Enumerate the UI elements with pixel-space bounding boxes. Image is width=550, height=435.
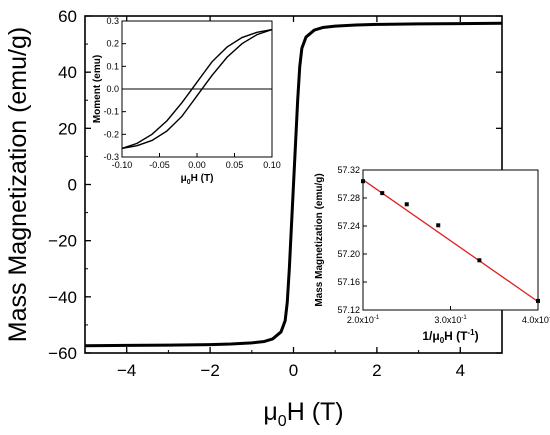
y-tick-label: 20 (58, 119, 77, 138)
inset-x-label-mu: μ (181, 173, 187, 184)
plot-frame (362, 169, 539, 311)
data-point (477, 258, 482, 263)
inset-y-tick-label: 0.1 (106, 61, 119, 71)
inset-x-tick-exponent: -1 (549, 315, 550, 321)
inset-y-tick-label: -0.1 (103, 107, 119, 117)
magnetization-curve (84, 21, 503, 348)
inset-hysteresis-chart: -0.10 -0.05 0.00 0.05 0.10-0.3-0.2-0.10.00.1… (92, 16, 281, 186)
inset-x-tick-label: 3.0x10-1 (434, 315, 467, 325)
inset-x-label-mid: H (T (444, 329, 468, 343)
inset-x-tick-exponent: -1 (374, 315, 380, 321)
y-tick-label: −20 (48, 232, 77, 251)
y-axis-label: Mass Magnetization (emu/g) (4, 27, 32, 342)
inset-y-tick-label: -0.2 (103, 129, 119, 139)
inset-y-tick-label: 57.16 (337, 277, 360, 287)
y-tick-label: 0 (68, 176, 77, 195)
inset-x-label-main: 1/μ (422, 329, 439, 343)
inset-fit-chart: 2.0x10-13.0x10-14.0x10-157.1257.1657.205… (314, 165, 550, 345)
inset-x-tick-mantissa: 2.0x10 (347, 315, 374, 325)
inset-x-label-sub: 0 (187, 179, 191, 186)
y-tick-label: −60 (48, 344, 77, 363)
x-tick-label: −4 (117, 361, 136, 380)
x-tick-label: 4 (456, 361, 465, 380)
inset-x-tick-mantissa: 3.0x10 (434, 315, 461, 325)
linear-fit-line (362, 179, 539, 303)
inset-y-tick-label: 57.20 (337, 249, 360, 259)
inset-x-tick-label: -0.05 (149, 160, 170, 170)
inset-x-tick-mantissa: 4.0x10 (522, 315, 549, 325)
hysteresis-ascending-branch (121, 28, 273, 150)
inset-y-tick-label: 57.28 (337, 193, 360, 203)
x-axis-label-sub: 0 (278, 413, 287, 430)
inset-x-tick-label: 0.10 (263, 160, 281, 170)
plot-frame (121, 20, 273, 158)
hysteresis-descending-branch (121, 28, 273, 150)
inset-x-axis-label: 1/μ0H (T-1) (422, 328, 478, 345)
inset-x-tick-label: 0.00 (188, 160, 206, 170)
inset-x-tick-label: 2.0x10-1 (347, 315, 380, 325)
data-point (404, 202, 409, 207)
inset-y-axis-label: Moment (emu) (92, 55, 103, 123)
inset-y-tick-label: 57.24 (337, 221, 360, 231)
inset-y-tick-label: 0.2 (106, 39, 119, 49)
inset-x-tick-label: -0.10 (112, 160, 133, 170)
inset-y-tick-label: 57.12 (337, 305, 360, 315)
x-axis-label: μ0H (T) (263, 398, 343, 430)
inset-x-label-sup: -1 (468, 328, 476, 337)
inset-y-axis-label: Mass Magnetization (emu/g) (314, 173, 325, 306)
data-point (380, 191, 385, 196)
inset-x-tick-exponent: -1 (461, 315, 467, 321)
inset-y-tick-label: -0.3 (103, 152, 119, 162)
inset-x-label-sub: 0 (440, 336, 445, 345)
inset-x-tick-label: 4.0x10-1 (522, 315, 550, 325)
x-tick-label: 0 (289, 361, 298, 380)
inset-y-tick-label: 0.0 (106, 84, 119, 94)
inset-y-tick-label: 0.3 (106, 16, 119, 26)
x-tick-label: −2 (200, 361, 219, 380)
y-tick-label: 40 (58, 63, 77, 82)
data-point (436, 223, 441, 228)
inset-x-label-end: ) (475, 329, 479, 343)
x-axis-label-suffix: H (T) (287, 398, 344, 426)
inset-x-tick-label: 0.05 (226, 160, 244, 170)
x-tick-label: 2 (372, 361, 381, 380)
y-tick-label: 60 (58, 7, 77, 26)
y-tick-label: −40 (48, 288, 77, 307)
inset-y-tick-label: 57.32 (337, 165, 360, 175)
inset-x-label-suffix: H (T) (191, 173, 214, 184)
inset-x-axis-label: μ0H (T) (181, 173, 214, 186)
x-axis-label-mu: μ (263, 398, 277, 426)
